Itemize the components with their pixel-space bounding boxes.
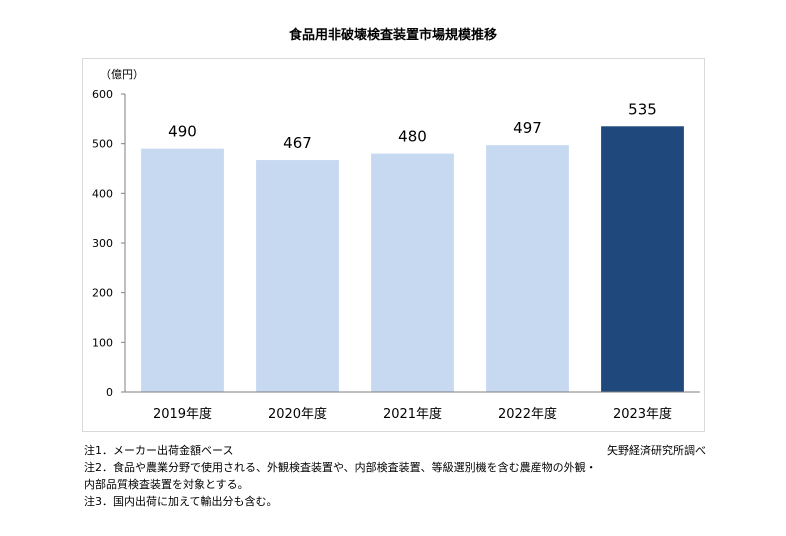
data-labels: 490 467 480 497 535 (168, 100, 657, 152)
y-tick-label: 600 (92, 88, 113, 101)
bar (141, 148, 224, 392)
data-label: 535 (628, 100, 657, 118)
y-tick-label: 500 (92, 138, 113, 151)
chart-notes: 注1．メーカー出荷金額ベース 注2．食品や農業分野で使用される、外観検査装置や、… (84, 442, 597, 510)
bar (601, 126, 684, 393)
bar (371, 153, 454, 392)
y-tick-label: 0 (106, 386, 113, 399)
note-line: 内部品質検査装置を対象とする。 (84, 478, 249, 491)
data-label: 490 (168, 123, 197, 141)
note-line: 注3．国内出荷に加えて輸出分も含む。 (84, 495, 278, 508)
chart-frame (82, 58, 705, 432)
data-label: 467 (283, 134, 312, 152)
data-label: 480 (398, 128, 427, 146)
data-label: 497 (513, 119, 542, 137)
bar (256, 160, 339, 392)
note-line: 注2．食品や農業分野で使用される、外観検査装置や、内部検査装置、等級選別機を含む… (84, 461, 597, 474)
x-tick-label: 2021年度 (383, 406, 442, 422)
source-credit: 矢野経済研究所調べ (607, 444, 706, 457)
y-tick-label: 100 (92, 336, 113, 349)
x-axis: 2019年度 2020年度 2021年度 2022年度 2023年度 (125, 391, 700, 422)
chart-title: 食品用非破壊検査装置市場規模推移 (288, 28, 497, 43)
y-tick-label: 200 (92, 287, 113, 300)
bar (486, 145, 569, 392)
note-line: 注1．メーカー出荷金額ベース (84, 444, 234, 457)
x-tick-label: 2022年度 (498, 406, 557, 422)
y-axis-unit-label: （億円） (100, 68, 144, 81)
x-tick-label: 2023年度 (613, 406, 672, 422)
x-tick-label: 2020年度 (268, 406, 327, 422)
bars (141, 126, 684, 393)
y-tick-label: 400 (92, 187, 113, 200)
y-axis: 0 100 200 300 400 500 600 (92, 88, 126, 399)
x-tick-label: 2019年度 (153, 406, 212, 422)
y-tick-label: 300 (92, 237, 113, 250)
